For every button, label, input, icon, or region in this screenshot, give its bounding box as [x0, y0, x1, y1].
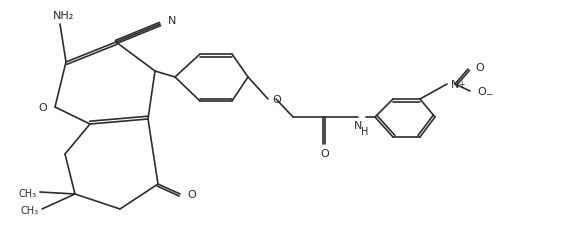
Text: H: H — [362, 126, 369, 136]
Text: +: + — [458, 80, 464, 89]
Text: O: O — [187, 189, 196, 199]
Text: NH₂: NH₂ — [53, 11, 74, 21]
Text: −: − — [485, 89, 492, 98]
Text: N: N — [451, 80, 459, 90]
Text: CH₃: CH₃ — [21, 205, 39, 215]
Text: O: O — [272, 94, 281, 104]
Text: O: O — [321, 148, 329, 158]
Text: O: O — [38, 102, 47, 113]
Text: CH₃: CH₃ — [19, 188, 37, 198]
Text: N: N — [354, 120, 362, 130]
Text: O: O — [475, 63, 484, 73]
Text: O: O — [477, 87, 486, 97]
Text: N: N — [168, 16, 176, 26]
